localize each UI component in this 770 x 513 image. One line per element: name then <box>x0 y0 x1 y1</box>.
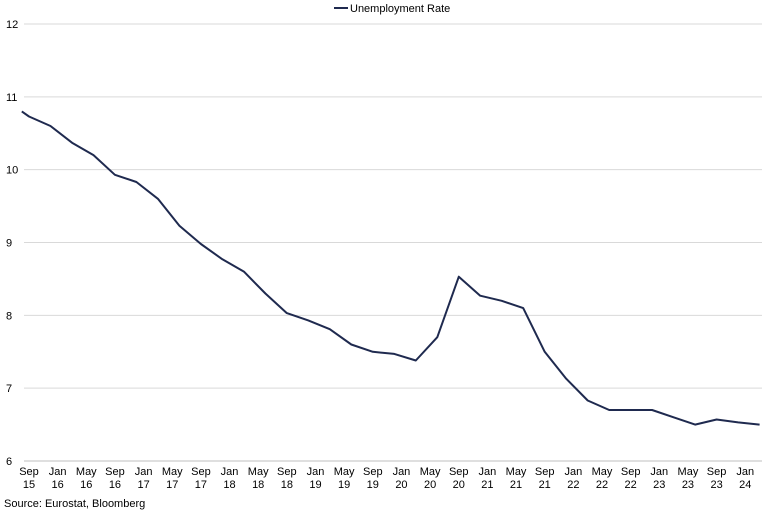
legend-label: Unemployment Rate <box>350 3 450 15</box>
x-tick-year: 17 <box>137 479 149 491</box>
y-tick-label: 12 <box>6 19 18 31</box>
x-tick-month: Sep <box>105 466 125 478</box>
x-tick-month: May <box>592 466 613 478</box>
x-tick-month: May <box>420 466 441 478</box>
x-tick-year: 19 <box>367 479 379 491</box>
x-tick-year: 23 <box>653 479 665 491</box>
x-tick-year: 23 <box>710 479 722 491</box>
x-axis-ticks: Sep15Jan16May16Sep16Jan17May17Sep17Jan18… <box>19 466 754 491</box>
x-tick-month: Jan <box>393 466 411 478</box>
series-layer <box>21 110 760 426</box>
x-tick-month: Sep <box>191 466 211 478</box>
x-tick-month: May <box>76 466 97 478</box>
x-tick-year: 21 <box>510 479 522 491</box>
x-tick-year: 21 <box>481 479 493 491</box>
y-axis-ticks: 6 7 8 9 10 11 12 <box>6 19 18 468</box>
x-tick-year: 19 <box>338 479 350 491</box>
x-tick-year: 22 <box>567 479 579 491</box>
x-tick-year: 18 <box>223 479 235 491</box>
x-tick-year: 22 <box>625 479 637 491</box>
y-tick-label: 8 <box>6 310 12 322</box>
x-tick-year: 16 <box>80 479 92 491</box>
y-tick-label: 7 <box>6 383 12 395</box>
x-tick-year: 20 <box>424 479 436 491</box>
x-tick-month: May <box>678 466 699 478</box>
x-tick-month: Jan <box>307 466 325 478</box>
x-tick-year: 19 <box>309 479 321 491</box>
x-tick-year: 22 <box>596 479 608 491</box>
x-tick-month: Sep <box>449 466 469 478</box>
x-tick-year: 16 <box>109 479 121 491</box>
y-tick-label: 6 <box>6 456 12 468</box>
x-tick-year: 24 <box>739 479 751 491</box>
x-tick-month: Sep <box>621 466 641 478</box>
x-tick-year: 17 <box>195 479 207 491</box>
x-tick-month: May <box>334 466 355 478</box>
series-line-unemployment-rate <box>21 110 760 426</box>
x-tick-month: Sep <box>707 466 727 478</box>
x-tick-month: Jan <box>650 466 668 478</box>
x-tick-month: May <box>506 466 527 478</box>
x-tick-year: 18 <box>281 479 293 491</box>
gridlines <box>24 23 762 462</box>
x-tick-year: 20 <box>453 479 465 491</box>
x-tick-year: 21 <box>539 479 551 491</box>
x-tick-month: Sep <box>19 466 39 478</box>
x-tick-month: Jan <box>479 466 497 478</box>
x-tick-year: 15 <box>23 479 35 491</box>
y-tick-label: 9 <box>6 238 12 250</box>
x-tick-month: Jan <box>49 466 67 478</box>
x-tick-year: 17 <box>166 479 178 491</box>
x-tick-year: 16 <box>52 479 64 491</box>
x-tick-month: Jan <box>135 466 153 478</box>
y-tick-label: 10 <box>6 165 18 177</box>
x-tick-month: Sep <box>363 466 383 478</box>
legend: Unemployment Rate <box>334 3 450 15</box>
source-note: Source: Eurostat, Bloomberg <box>4 498 146 510</box>
x-tick-year: 18 <box>252 479 264 491</box>
x-tick-year: 23 <box>682 479 694 491</box>
x-tick-month: Jan <box>736 466 754 478</box>
x-tick-month: Jan <box>221 466 239 478</box>
x-tick-month: Jan <box>564 466 582 478</box>
x-tick-month: Sep <box>277 466 297 478</box>
x-tick-month: May <box>248 466 269 478</box>
x-tick-month: Sep <box>535 466 555 478</box>
x-tick-month: May <box>162 466 183 478</box>
x-tick-year: 20 <box>395 479 407 491</box>
y-tick-label: 11 <box>6 92 17 104</box>
